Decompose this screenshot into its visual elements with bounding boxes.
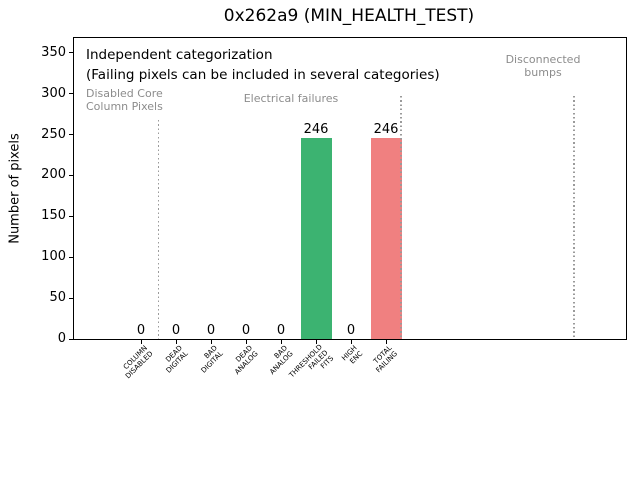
section-label: Electrical failures [243, 92, 339, 105]
x-tick [350, 340, 352, 344]
y-tick-label: 300 [41, 85, 66, 101]
annotation-independent-categorization: Independent categorization [86, 47, 273, 63]
y-tick-label: 100 [41, 249, 66, 265]
x-tick [280, 340, 282, 344]
y-tick-label: 250 [41, 126, 66, 142]
y-tick [69, 174, 73, 176]
bar-value-label: 246 [373, 121, 399, 137]
y-tick-label: 50 [49, 290, 66, 306]
bar-value-label: 246 [303, 121, 329, 137]
bar [370, 137, 402, 339]
bar-value-label: 0 [171, 323, 181, 338]
bar-value-label: 0 [206, 323, 216, 338]
x-tick [140, 340, 142, 344]
section-separator [157, 120, 160, 339]
x-tick [245, 340, 247, 344]
section-label: Disconnected bumps [505, 53, 581, 79]
bar-value-label: 0 [136, 323, 146, 338]
y-tick-label: 0 [57, 331, 66, 346]
bar-value-label: 0 [241, 323, 251, 338]
y-tick-label: 200 [41, 167, 66, 183]
section-separator [400, 96, 402, 339]
x-tick-label: TOTAL FAILING [266, 343, 399, 374]
annotation-failing-pixels-note: (Failing pixels can be included in sever… [86, 67, 440, 83]
x-tick-label-text: TOTAL FAILING [372, 344, 400, 375]
section-separator [573, 96, 575, 339]
y-tick [69, 215, 73, 217]
bar-value-label: 0 [346, 323, 356, 338]
bar-value-label: 0 [276, 323, 286, 338]
x-tick [210, 340, 212, 344]
y-tick-label: 350 [41, 44, 66, 60]
y-tick [69, 93, 73, 95]
x-tick [385, 340, 387, 344]
plot-area: Independent categorization (Failing pixe… [41, 37, 627, 380]
bar [300, 137, 332, 339]
section-label: Disabled Core Column Pixels [86, 87, 163, 113]
x-tick [175, 340, 177, 344]
y-tick [69, 338, 73, 340]
y-tick [69, 297, 73, 299]
x-tick [315, 340, 317, 344]
y-tick [69, 256, 73, 258]
y-tick [69, 52, 73, 54]
y-tick [69, 134, 73, 136]
chart-title: 0x262a9 (MIN_HEALTH_TEST) [223, 6, 475, 26]
y-tick-label: 150 [41, 208, 66, 224]
